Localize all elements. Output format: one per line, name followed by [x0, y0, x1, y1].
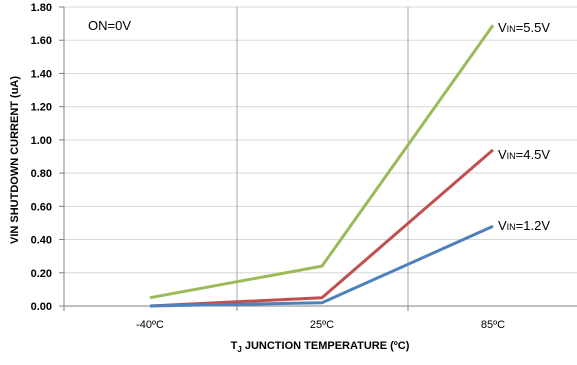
axis-layer: 0.00 0.20 0.40 0.60 0.80 1.00 1.20 1.40 1.60 1.80… — [31, 2, 577, 331]
x-axis-label: TJ JUNCTION TEMPERATURE (ºC) — [231, 340, 410, 354]
x-tick-label: -40ºC — [136, 319, 164, 331]
annotation-on-0v: ON=0V — [88, 18, 131, 33]
series-label: VIN=5.5V — [498, 20, 550, 35]
y-tick-label: 1.20 — [31, 102, 52, 114]
x-tick-label: 25ºC — [310, 319, 334, 331]
x-tick-label: 85ºC — [481, 319, 505, 331]
y-axis-label: VIN SHUTDOWN CURRENT (uA) — [9, 76, 21, 244]
y-tick-label: 1.60 — [31, 35, 52, 47]
series-line — [150, 25, 493, 297]
series-layer — [150, 25, 493, 306]
y-tick-label: 0.60 — [31, 201, 52, 213]
x-axis-label-rest: JUNCTION TEMPERATURE (ºC) — [242, 340, 410, 352]
y-tick-label: 1.00 — [31, 135, 52, 147]
y-tick-label: 0.00 — [31, 301, 52, 313]
series-label: VIN=4.5V — [498, 147, 550, 162]
y-tick-label: 0.80 — [31, 168, 52, 180]
y-tick-label: 1.40 — [31, 68, 52, 80]
y-tick-label: 0.40 — [31, 235, 52, 247]
y-tick-label: 0.20 — [31, 268, 52, 280]
y-tick-label: 1.80 — [31, 2, 52, 14]
series-label: VIN=1.2V — [498, 218, 550, 233]
